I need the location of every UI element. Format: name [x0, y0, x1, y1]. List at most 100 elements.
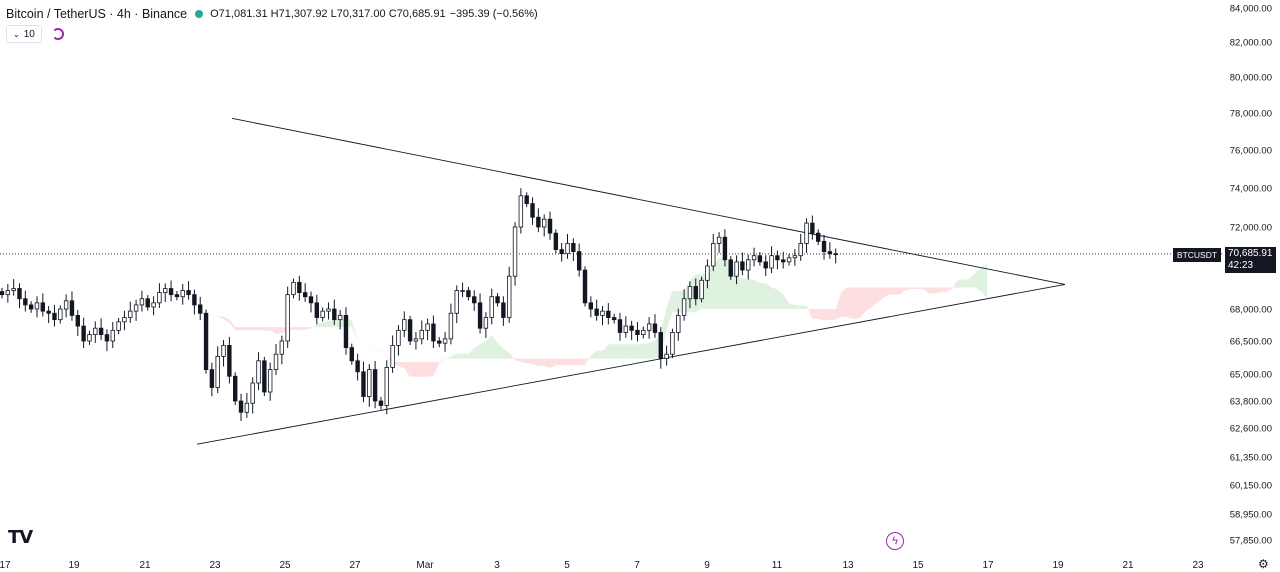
price-tick-label: 63,800.00 — [1230, 397, 1272, 408]
candle — [384, 360, 389, 415]
time-tick-label: 17 — [982, 560, 994, 571]
candle — [40, 293, 46, 317]
candle — [536, 208, 541, 233]
candle — [431, 315, 436, 349]
candle — [769, 246, 774, 274]
candle — [28, 301, 34, 313]
flash-icon[interactable]: ϟ — [886, 532, 904, 550]
trendline-lower[interactable] — [196, 283, 1066, 445]
gear-icon[interactable]: ⚙ — [1258, 557, 1269, 571]
price-tick-label: 76,000.00 — [1230, 146, 1272, 157]
time-tick-label: 23 — [209, 560, 221, 571]
time-axis[interactable]: 17 19 21 23 25 27 Mar 3 5 7 9 11 13 15 17 19 21 23 — [0, 560, 1204, 571]
last-price: 70,685.91 — [1228, 248, 1273, 259]
candle — [180, 283, 185, 305]
candle — [390, 335, 395, 373]
trendline-upper[interactable] — [231, 117, 1066, 285]
candle — [163, 283, 168, 303]
candle — [238, 393, 244, 422]
candle — [116, 317, 121, 335]
candle — [250, 377, 255, 414]
time-tick-label: 11 — [772, 560, 783, 571]
candle — [151, 296, 156, 316]
candle — [58, 305, 63, 324]
indicator-row: ⌄ 10 — [6, 25, 64, 43]
candle — [827, 242, 833, 259]
time-tick-label: 19 — [68, 560, 80, 571]
candle — [267, 362, 273, 401]
candle — [711, 233, 716, 272]
candle — [419, 320, 424, 345]
candle — [629, 320, 634, 341]
candle — [314, 294, 320, 325]
candle — [227, 336, 232, 384]
candle — [198, 296, 203, 321]
symbol-legend: Bitcoin / TetherUS · 4h · Binance O71,08… — [6, 5, 538, 23]
time-tick-label: 7 — [634, 560, 640, 571]
candle — [308, 291, 314, 313]
triangle-pattern — [0, 117, 1222, 445]
symbol-title[interactable]: Bitcoin / TetherUS · 4h · Binance — [6, 7, 188, 21]
candle — [168, 280, 174, 302]
indicator-count: 10 — [23, 28, 35, 40]
candle — [63, 294, 69, 318]
time-tick-label: 25 — [279, 560, 291, 571]
price-change: −395.39 (−0.56%) — [449, 8, 538, 20]
candle — [256, 352, 261, 391]
candle — [215, 346, 220, 394]
indicator-toggle[interactable]: ⌄ 10 — [6, 25, 42, 43]
loading-icon — [51, 28, 64, 40]
candle — [460, 282, 465, 298]
candle — [518, 188, 524, 234]
candle — [232, 372, 238, 406]
candle — [52, 305, 57, 327]
price-axis[interactable]: 84,000.00 82,000.00 80,000.00 78,000.00 76,0… — [1230, 4, 1272, 547]
candle — [512, 222, 518, 286]
candle — [11, 279, 16, 296]
candle — [804, 218, 809, 253]
price-tick-label: 82,000.00 — [1230, 38, 1272, 49]
candle — [489, 288, 494, 325]
candle — [781, 251, 786, 269]
candle — [302, 283, 308, 302]
candle — [203, 309, 209, 374]
candle — [23, 290, 28, 312]
candle — [600, 305, 605, 326]
candle — [716, 232, 722, 253]
candle — [157, 283, 162, 308]
candle — [437, 337, 442, 348]
candle — [442, 332, 448, 352]
chevron-down-icon: ⌄ — [13, 29, 20, 39]
candle — [611, 313, 617, 324]
time-tick-label: 19 — [1052, 560, 1064, 571]
candle — [448, 303, 454, 345]
candle — [367, 364, 372, 407]
candle — [81, 317, 86, 349]
candle — [122, 310, 127, 331]
candle — [402, 311, 407, 338]
candle — [133, 299, 139, 321]
time-tick-label: 21 — [1122, 560, 1134, 571]
candle — [816, 229, 821, 246]
candle — [594, 299, 599, 321]
candle — [297, 275, 302, 301]
price-tick-label: 72,000.00 — [1230, 223, 1272, 234]
candle — [559, 242, 564, 262]
candle — [664, 345, 669, 366]
candle — [221, 339, 226, 367]
time-tick-label: 3 — [494, 560, 500, 571]
price-tick-label: 68,000.00 — [1230, 305, 1272, 316]
candle — [676, 308, 681, 341]
price-tick-label: 66,500.00 — [1230, 337, 1272, 348]
candle — [699, 276, 704, 303]
candle — [192, 289, 197, 315]
candles — [0, 188, 838, 422]
candle — [501, 296, 506, 326]
tradingview-logo[interactable]: TV — [8, 527, 33, 548]
time-tick-label: 13 — [842, 560, 854, 571]
candle — [495, 293, 500, 307]
candle — [472, 290, 477, 311]
candle — [757, 252, 763, 266]
symbol-price-tag: BTCUSDT — [1173, 248, 1221, 262]
